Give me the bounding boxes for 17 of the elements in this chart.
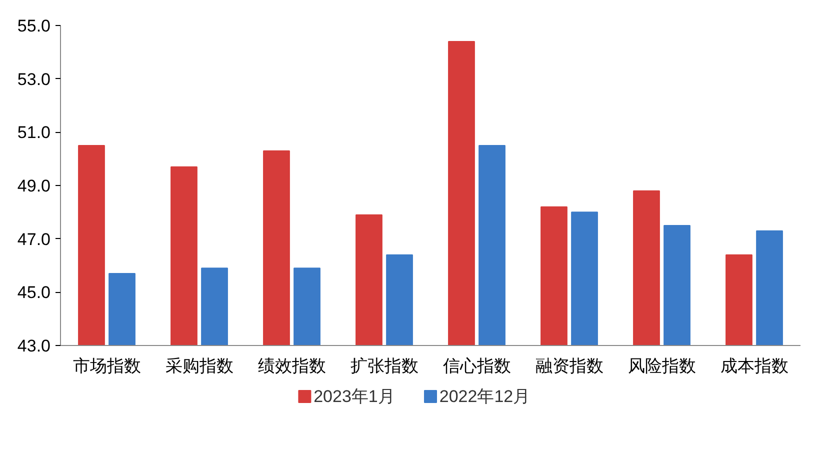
x-tick-label: 扩张指数 — [350, 356, 418, 376]
legend-label: 2022年12月 — [439, 387, 530, 406]
x-tick-label: 信心指数 — [442, 356, 511, 376]
y-tick-label: 55.0 — [17, 16, 51, 36]
x-tick-label: 风险指数 — [628, 356, 696, 376]
y-tick-label: 51.0 — [17, 123, 51, 142]
x-tick-label: 融资指数 — [535, 356, 604, 376]
x-tick-label: 市场指数 — [72, 356, 141, 376]
x-tick-label: 绩效指数 — [258, 356, 326, 376]
y-tick-label: 53.0 — [17, 70, 51, 89]
y-tick-label: 43.0 — [17, 336, 51, 356]
x-tick-label: 采购指数 — [165, 356, 234, 376]
y-tick-label: 45.0 — [17, 283, 51, 302]
y-tick-label: 49.0 — [17, 176, 51, 196]
y-tick-label: 47.0 — [17, 230, 51, 249]
legend-label: 2023年1月 — [314, 387, 395, 406]
x-tick-label: 成本指数 — [720, 356, 788, 376]
